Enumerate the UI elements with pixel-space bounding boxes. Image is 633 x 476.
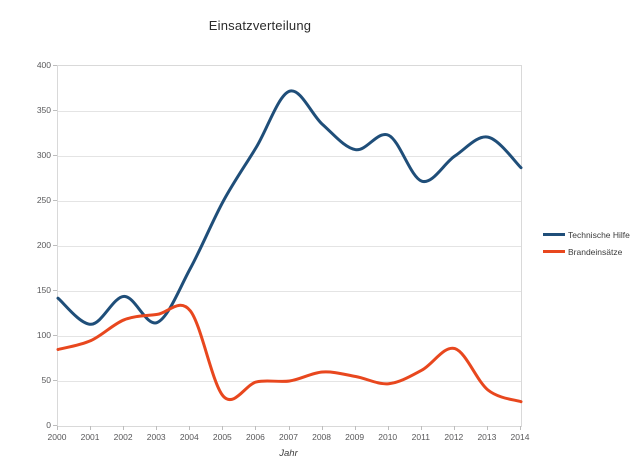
y-axis-tick-mark (53, 335, 57, 336)
legend-item[interactable]: Brandeinsätze (543, 243, 631, 260)
x-axis-tick-label: 2012 (444, 432, 464, 442)
chart-legend: Technische Hilfe Brandeinsätze (543, 226, 631, 260)
legend-item-label: Brandeinsätze (568, 246, 623, 257)
x-axis-tick-label: 2003 (146, 432, 166, 442)
x-axis-tick-mark (255, 426, 257, 430)
x-axis-tick-label: 2006 (245, 432, 265, 442)
y-axis-tick-label: 0 (46, 420, 51, 430)
x-axis-tick-mark (189, 426, 191, 430)
y-axis-tick-mark (53, 380, 57, 381)
legend-color-swatch (543, 250, 565, 253)
x-axis-tick-mark (222, 426, 224, 430)
x-axis-tick-label: 2005 (212, 432, 232, 442)
x-axis-tick-mark (156, 426, 158, 430)
y-axis-tick-mark (53, 155, 57, 156)
x-axis-tick-label: 2010 (378, 432, 398, 442)
x-axis-tick-mark (453, 426, 455, 430)
legend-item[interactable]: Technische Hilfe (543, 226, 631, 243)
x-axis-tick-mark (90, 426, 92, 430)
y-axis-tick-label: 100 (36, 330, 51, 340)
gridline (58, 156, 521, 157)
x-axis-tick-mark (520, 426, 521, 430)
y-axis-tick-mark (53, 110, 57, 111)
y-axis-tick-mark (53, 200, 57, 201)
x-axis-tick-mark (321, 426, 323, 430)
plot-area (56, 65, 523, 427)
x-axis-tick-mark (354, 426, 356, 430)
y-axis-tick-mark (53, 65, 57, 66)
x-axis-tick-label: 2001 (80, 432, 100, 442)
x-axis-label: Jahr (279, 448, 298, 459)
x-axis-tick-label: 2004 (179, 432, 199, 442)
y-axis-tick-label: 400 (36, 60, 51, 70)
y-axis-tick-mark (53, 290, 57, 291)
x-axis-tick-mark (486, 426, 488, 430)
series-line-technische-hilfe (56, 89, 523, 326)
x-axis-tick-label: 2002 (113, 432, 133, 442)
y-axis-tick-label: 350 (36, 105, 51, 115)
y-axis-tick-label: 150 (36, 285, 51, 295)
y-axis-tick-mark (53, 245, 57, 246)
x-axis-tick-mark (420, 426, 422, 430)
x-axis-tick-label: 2014 (510, 432, 530, 442)
y-axis-tick-label: 200 (36, 240, 51, 250)
x-axis-tick-mark (387, 426, 389, 430)
x-axis-tick-label: 2008 (312, 432, 332, 442)
y-axis-tick-mark (53, 425, 57, 426)
x-axis-tick-label: 2011 (411, 432, 430, 442)
legend-item-label: Technische Hilfe (568, 229, 630, 240)
x-axis-tick-mark (57, 426, 58, 430)
chart-title: Einsatzverteilung (208, 18, 312, 33)
y-axis-tick-label: 300 (36, 150, 51, 160)
gridline (58, 111, 521, 112)
y-axis-tick-label: 250 (36, 195, 51, 205)
gridline (58, 201, 521, 202)
x-axis-tick-mark (123, 426, 125, 430)
x-axis-tick-label: 2000 (47, 432, 67, 442)
series-lines (56, 89, 523, 404)
x-axis-tick-label: 2009 (345, 432, 365, 442)
gridline (58, 246, 521, 247)
legend-color-swatch (543, 233, 565, 236)
x-axis-tick-label: 2013 (477, 432, 497, 442)
x-axis-tick-mark (288, 426, 290, 430)
gridline (58, 336, 521, 337)
x-axis-tick-label: 2007 (279, 432, 298, 442)
y-axis-tick-label: 50 (41, 375, 51, 385)
gridline (58, 291, 521, 292)
series-line-brandeinsaetze (56, 303, 523, 404)
